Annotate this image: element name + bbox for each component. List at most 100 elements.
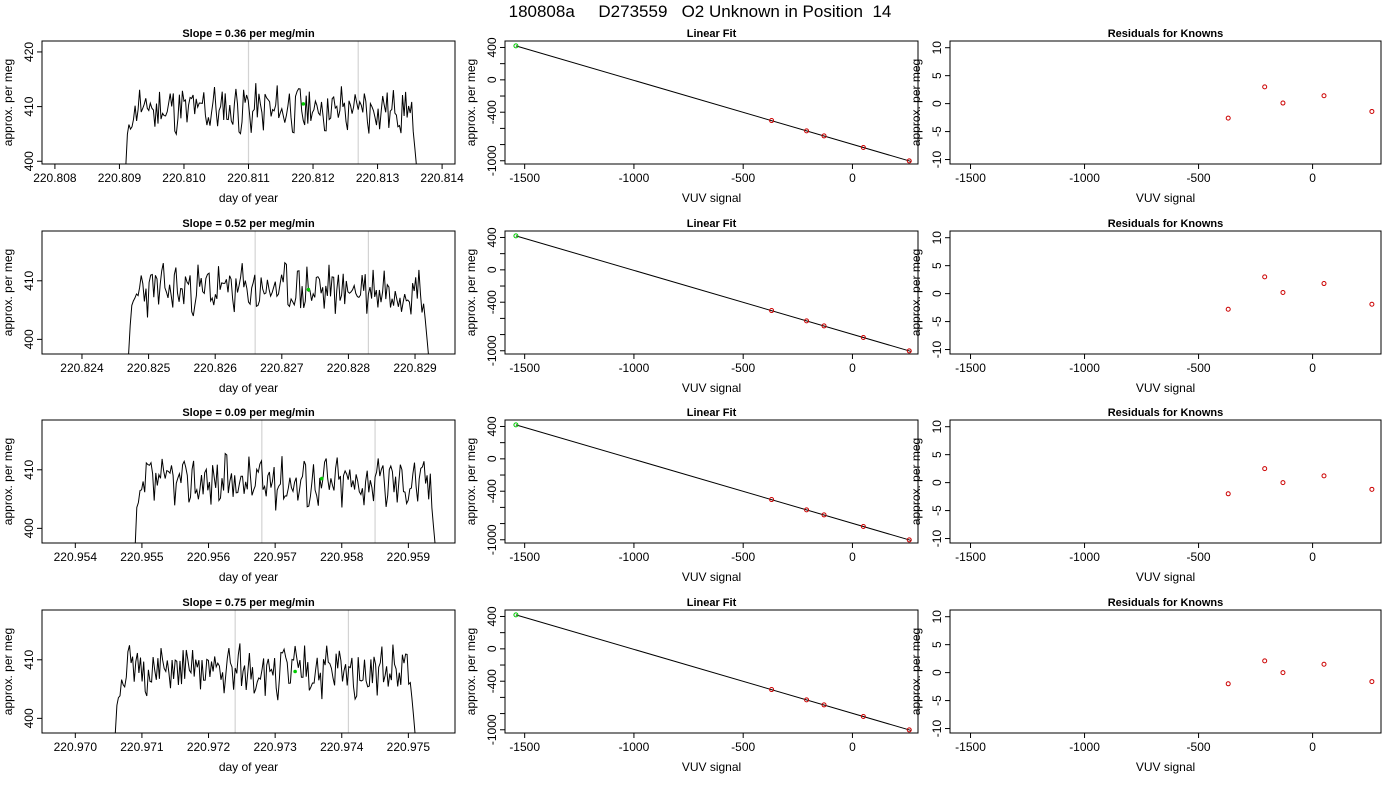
- plot-frame: [504, 609, 919, 734]
- timeseries-trace: [134, 452, 436, 544]
- y-tick-label: -1000: [485, 145, 499, 176]
- x-axis-label: VUV signal: [682, 570, 741, 584]
- y-axis-label: approx. per meg: [1, 438, 15, 525]
- y-tick-label: -400: [485, 479, 499, 503]
- known-point: [821, 702, 827, 708]
- x-tick-label: 220.975: [387, 740, 431, 754]
- known-point: [1225, 115, 1231, 121]
- x-tick-label: 220.824: [60, 361, 104, 375]
- known-point: [906, 158, 912, 164]
- unknown-point: [513, 43, 519, 49]
- known-point: [821, 133, 827, 139]
- x-tick-label: -1000: [1069, 171, 1100, 185]
- y-tick-label: 0: [485, 266, 499, 273]
- y-axis-label: approx. per meg: [464, 249, 478, 336]
- y-tick-label: -5: [930, 126, 944, 137]
- known-point: [769, 118, 775, 124]
- row3-fit-panel: Linear Fit VUV signal approx. per meg -1500…: [464, 407, 919, 584]
- y-axis-label: approx. per meg: [909, 628, 923, 715]
- x-tick-label: 220.972: [187, 740, 231, 754]
- x-axis-label: day of year: [219, 760, 278, 774]
- plot-frame: [949, 40, 1382, 165]
- timeseries-trace: [114, 643, 416, 734]
- x-tick-label: 220.826: [193, 361, 237, 375]
- x-tick-label: -1500: [509, 361, 540, 375]
- x-tick-label: -1500: [509, 550, 540, 564]
- row3-resid-panel: Residuals for Knowns VUV signal approx. pe…: [909, 407, 1382, 584]
- x-tick-label: -1500: [955, 740, 986, 754]
- x-tick-label: -1500: [955, 361, 986, 375]
- y-axis-label: approx. per meg: [909, 249, 923, 336]
- x-tick-label: 220.810: [162, 171, 206, 185]
- known-point: [1321, 281, 1327, 287]
- x-tick-label: -500: [1187, 171, 1211, 185]
- row4-resid-panel: Residuals for Knowns VUV signal approx. pe…: [909, 597, 1382, 774]
- known-point: [804, 128, 810, 134]
- y-axis-label: approx. per meg: [464, 438, 478, 525]
- fit-line: [515, 424, 912, 542]
- panel-title: Slope = 0.75 per meg/min: [182, 597, 315, 609]
- y-tick-label: 400: [22, 518, 36, 538]
- x-axis-label: day of year: [219, 381, 278, 395]
- x-tick-label: -1000: [619, 361, 650, 375]
- panel-title: Slope = 0.09 per meg/min: [182, 407, 315, 419]
- x-axis-label: VUV signal: [1136, 191, 1195, 205]
- known-point: [860, 713, 866, 719]
- y-tick-label: 410: [22, 459, 36, 479]
- y-axis-label: approx. per meg: [1, 628, 15, 715]
- x-tick-label: 0: [849, 361, 856, 375]
- y-tick-label: 10: [930, 420, 944, 434]
- y-tick-label: 400: [22, 708, 36, 728]
- panel-title: Linear Fit: [687, 218, 737, 230]
- x-tick-label: 0: [1309, 550, 1316, 564]
- x-tick-label: 220.956: [187, 550, 231, 564]
- x-tick-label: -500: [731, 171, 755, 185]
- panel-title: Residuals for Knowns: [1108, 28, 1224, 40]
- x-tick-label: 220.954: [54, 550, 98, 564]
- y-tick-label: 0: [930, 100, 944, 107]
- row3-timeseries-panel: Slope = 0.09 per meg/min day of year appro…: [1, 407, 456, 584]
- x-tick-label: 220.970: [54, 740, 98, 754]
- known-point: [1280, 480, 1286, 486]
- plot-frame: [504, 419, 919, 544]
- x-tick-label: -500: [1187, 550, 1211, 564]
- known-point: [804, 318, 810, 324]
- known-point: [1369, 679, 1375, 685]
- y-tick-label: 0: [485, 645, 499, 652]
- x-tick-label: -500: [731, 550, 755, 564]
- known-point: [1369, 301, 1375, 307]
- known-point: [1225, 306, 1231, 312]
- y-tick-label: 400: [485, 606, 499, 626]
- y-tick-label: 400: [22, 151, 36, 171]
- panel-title: Linear Fit: [687, 407, 737, 419]
- known-point: [860, 334, 866, 340]
- y-tick-label: 5: [930, 72, 944, 79]
- y-axis-label: approx. per meg: [464, 59, 478, 146]
- x-tick-label: 220.811: [227, 171, 270, 185]
- x-tick-label: 0: [849, 171, 856, 185]
- y-axis-label: approx. per meg: [464, 628, 478, 715]
- x-tick-label: 220.974: [320, 740, 364, 754]
- x-axis-label: day of year: [219, 191, 278, 205]
- x-tick-label: 220.829: [393, 361, 437, 375]
- y-tick-label: -5: [930, 316, 944, 327]
- x-tick-label: 220.958: [320, 550, 364, 564]
- known-point: [769, 687, 775, 693]
- unknown-point: [513, 233, 519, 239]
- y-tick-label: 410: [22, 649, 36, 669]
- known-point: [906, 537, 912, 543]
- x-axis-label: VUV signal: [682, 760, 741, 774]
- x-axis-label: VUV signal: [682, 191, 741, 205]
- row2-fit-panel: Linear Fit VUV signal approx. per meg -1500…: [464, 218, 919, 395]
- plot-frame: [41, 230, 456, 355]
- known-point: [769, 308, 775, 314]
- y-tick-label: 10: [930, 41, 944, 55]
- y-tick-label: -10: [930, 341, 944, 359]
- known-point: [821, 323, 827, 329]
- x-tick-label: 220.959: [387, 550, 431, 564]
- y-tick-label: -10: [930, 530, 944, 548]
- x-axis-label: VUV signal: [1136, 381, 1195, 395]
- known-point: [906, 348, 912, 354]
- known-point: [804, 697, 810, 703]
